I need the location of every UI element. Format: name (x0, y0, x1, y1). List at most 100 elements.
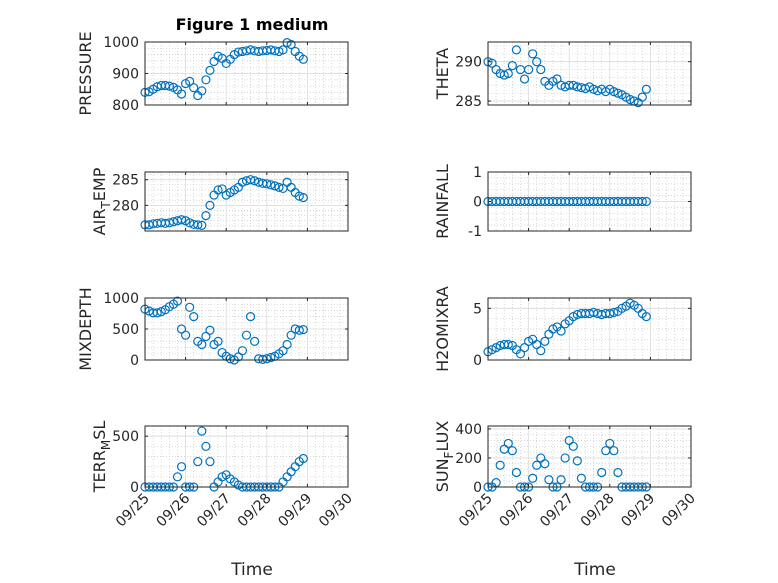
data-point (540, 459, 550, 469)
data-point (605, 308, 615, 319)
data-point (523, 64, 534, 75)
y-axis-label: AIRTEMP (90, 167, 113, 235)
data-point (197, 86, 207, 96)
y-tick-label: 290 (455, 55, 482, 71)
y-tick-label: -1 (468, 224, 482, 240)
data-point (197, 220, 207, 230)
data-point (274, 182, 284, 192)
data-point (507, 61, 517, 71)
data-point (503, 438, 513, 449)
data-point (536, 346, 546, 356)
data-point (176, 462, 187, 472)
data-point (613, 467, 623, 478)
y-axis-label: SUNFLUX (433, 421, 456, 493)
data-point (172, 472, 183, 482)
data-point (544, 475, 554, 485)
subplot-6: 0 5 H2OMIXRA (433, 286, 692, 372)
data-point (560, 453, 570, 463)
data-point (298, 453, 308, 464)
y-axis-label-rest: SL (90, 421, 109, 440)
data-point (568, 441, 578, 451)
data-point (185, 76, 195, 86)
data-point (298, 325, 308, 335)
y-axis-label-subscript: F (442, 451, 456, 458)
y-tick-label: 0 (473, 353, 482, 369)
data-point (176, 215, 187, 225)
y-tick-label: 285 (112, 173, 139, 189)
data-point (625, 94, 635, 105)
data-point (245, 175, 256, 185)
data-point (540, 336, 550, 346)
data-point (250, 176, 260, 186)
data-point (637, 92, 647, 102)
data-point (568, 80, 578, 90)
y-tick-label: 800 (112, 98, 139, 114)
data-point (605, 438, 615, 449)
data-point (181, 330, 191, 340)
data-point (532, 57, 542, 67)
data-point (164, 218, 174, 228)
x-axis-label-left: Time (230, 560, 273, 580)
data-point (262, 179, 272, 189)
data-point (556, 326, 566, 336)
y-tick-label: 500 (112, 429, 139, 445)
data-point (241, 330, 252, 340)
y-axis-label: RAINFALL (433, 164, 452, 239)
data-point (205, 456, 215, 467)
data-point (294, 325, 304, 335)
y-tick-label: 1000 (103, 291, 139, 307)
y-axis-label-main: TERR (90, 450, 109, 493)
y-tick-label: 500 (112, 322, 139, 338)
data-point (237, 177, 248, 187)
data-point (282, 339, 292, 350)
y-tick-label: 280 (112, 198, 139, 214)
data-point (556, 475, 566, 485)
data-point (528, 49, 538, 59)
data-point (237, 346, 248, 356)
data-point (172, 296, 183, 306)
plot-area (488, 426, 691, 487)
data-point (588, 307, 599, 318)
y-tick-label: 400 (455, 422, 482, 438)
y-axis-label: TERRMSL (90, 421, 113, 494)
y-axis-label-main: AIR (90, 209, 109, 236)
axes-box (487, 425, 692, 488)
y-tick-label: 0 (130, 480, 139, 496)
data-point (609, 87, 619, 97)
y-tick-label: 0 (473, 195, 482, 211)
data-point (201, 441, 211, 451)
y-axis-label-rest: LUX (433, 421, 452, 452)
data-point (270, 181, 280, 191)
data-point (576, 473, 586, 483)
subplot-4: -1 0 1 RAINFALL (433, 164, 692, 240)
subplot-1: 800 900 1000 PRESSURE (76, 31, 349, 116)
data-point (286, 39, 296, 50)
data-point (197, 339, 207, 350)
data-point (189, 83, 199, 93)
data-point (641, 312, 651, 322)
data-point (499, 70, 509, 80)
axes-box (144, 171, 349, 232)
y-tick-label: 0 (130, 353, 139, 369)
data-point (286, 330, 296, 340)
axes-box (144, 425, 349, 488)
data-point (278, 45, 288, 55)
data-point (609, 446, 619, 456)
data-point (205, 65, 215, 75)
data-point (511, 467, 522, 478)
data-point (245, 312, 256, 322)
data-point (294, 191, 304, 201)
data-point (164, 81, 174, 91)
y-axis-label: THETA (433, 48, 452, 100)
data-point (528, 473, 538, 483)
x-axis-label-right: Time (573, 560, 616, 580)
data-point (637, 196, 647, 207)
data-point (233, 352, 243, 362)
y-axis-label-subscript: M (99, 440, 113, 450)
y-axis-label-rest: EMP (90, 167, 109, 201)
y-tick-label: 0 (473, 480, 482, 496)
data-point (507, 446, 517, 456)
